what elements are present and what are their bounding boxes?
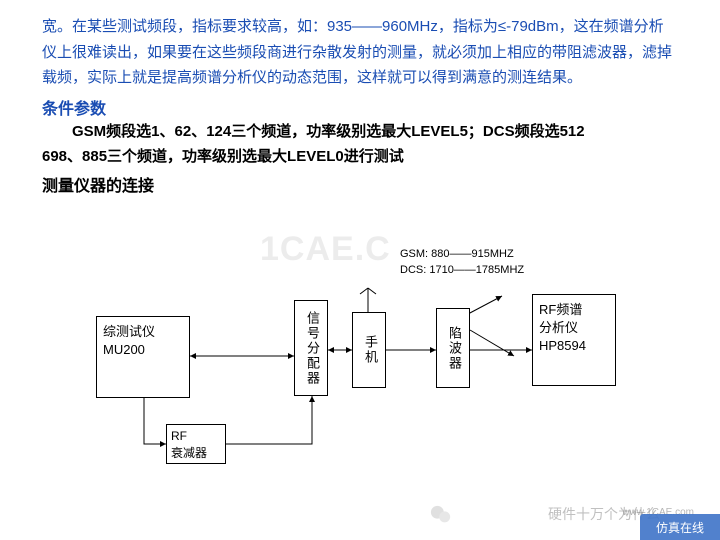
box-tester-l1: 综测试仪 (103, 323, 183, 341)
block-diagram: GSM: 880——915MHZ DCS: 1710——1785MHZ (0, 238, 720, 518)
box-spec-l3: HP8594 (539, 337, 609, 355)
wechat-icon (430, 504, 452, 526)
box-tester-l2: MU200 (103, 341, 183, 359)
box-spec-l2: 分析仪 (539, 319, 609, 337)
conditions-line2: 698、885三个频道，功率级别选最大LEVEL0进行测试 (42, 144, 678, 170)
box-attenuator: RF 衰减器 (166, 424, 226, 464)
corner-badge: 仿真在线 (640, 514, 720, 540)
box-phone: 手机 (352, 312, 386, 388)
box-spec-l1: RF频谱 (539, 301, 609, 319)
watermark-big: 1CAE.C (260, 230, 391, 269)
conditions-line1: GSM频段选1、62、124三个频道，功率级别选最大LEVEL5；DCS频段选5… (42, 119, 678, 145)
box-atten-l2: 衰减器 (171, 445, 221, 462)
box-notch: 陷波器 (436, 308, 470, 388)
box-tester: 综测试仪 MU200 (96, 316, 190, 398)
box-splitter: 信号分配器 (294, 300, 328, 396)
heading-connection: 测量仪器的连接 (42, 172, 678, 196)
box-atten-l1: RF (171, 428, 221, 445)
freq-dcs-label: DCS: 1710——1785MHZ (400, 264, 524, 276)
freq-gsm-label: GSM: 880——915MHZ (400, 248, 514, 260)
heading-conditions: 条件参数 (42, 95, 678, 119)
intro-paragraph: 宽。在某些测试频段，指标要求较高，如：935——960MHz，指标为≤-79dB… (42, 14, 678, 91)
box-spectrum: RF频谱 分析仪 HP8594 (532, 294, 616, 386)
